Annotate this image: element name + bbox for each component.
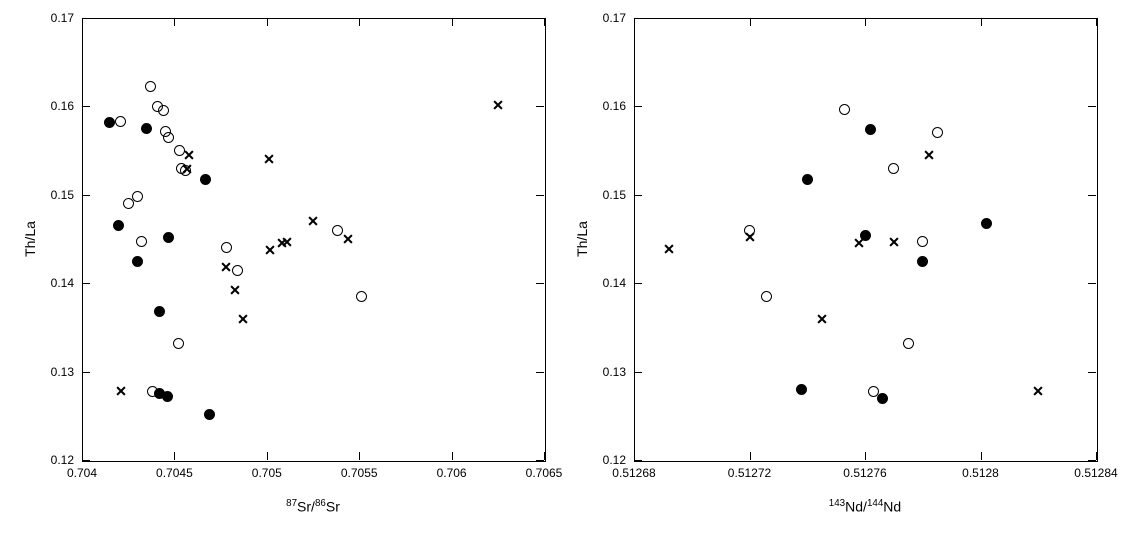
ytick-label: 0.17 xyxy=(603,11,626,25)
xtick-top xyxy=(634,18,635,26)
ytick-label: 0.15 xyxy=(603,188,626,202)
marker-filled-circle xyxy=(877,393,888,404)
marker-open-circle xyxy=(839,104,850,115)
xtick xyxy=(865,452,866,460)
ytick xyxy=(634,18,642,19)
xtick-top xyxy=(1096,18,1097,26)
marker-cross xyxy=(888,236,899,247)
ytick-label: 0.13 xyxy=(603,365,626,379)
marker-cross xyxy=(854,237,865,248)
ytick-right xyxy=(1088,195,1096,196)
marker-filled-circle xyxy=(802,174,813,185)
marker-filled-circle xyxy=(796,384,807,395)
marker-open-circle xyxy=(903,338,914,349)
xtick-top xyxy=(981,18,982,26)
ytick-right xyxy=(1088,283,1096,284)
xtick-label: 0.51284 xyxy=(1074,466,1117,480)
xtick-top xyxy=(750,18,751,26)
ytick xyxy=(634,195,642,196)
marker-cross xyxy=(923,150,934,161)
ytick-right xyxy=(1088,18,1096,19)
xtick-top xyxy=(865,18,866,26)
marker-cross xyxy=(816,313,827,324)
marker-cross xyxy=(744,232,755,243)
xlabel: 143Nd/144Nd xyxy=(829,498,901,515)
xtick xyxy=(981,452,982,460)
ytick xyxy=(634,460,642,461)
xtick-label: 0.51276 xyxy=(843,466,886,480)
ytick xyxy=(634,106,642,107)
ytick-label: 0.16 xyxy=(603,99,626,113)
chart-panel-right: 0.512680.512720.512760.51280.512840.120.… xyxy=(0,0,1129,543)
ylabel: Th/La xyxy=(574,221,590,257)
ytick xyxy=(634,372,642,373)
xtick xyxy=(634,452,635,460)
xtick-label: 0.51272 xyxy=(728,466,771,480)
xtick xyxy=(750,452,751,460)
marker-cross xyxy=(663,243,674,254)
xtick-label: 0.5128 xyxy=(962,466,999,480)
ytick-label: 0.14 xyxy=(603,276,626,290)
xtick-label: 0.51268 xyxy=(612,466,655,480)
ytick-label: 0.12 xyxy=(603,453,626,467)
marker-cross xyxy=(1033,386,1044,397)
ytick-right xyxy=(1088,372,1096,373)
ytick-right xyxy=(1088,106,1096,107)
root: 0.7040.70450.7050.70550.7060.70650.120.1… xyxy=(0,0,1129,543)
marker-open-circle xyxy=(932,127,943,138)
marker-filled-circle xyxy=(917,256,928,267)
xtick xyxy=(1096,452,1097,460)
marker-open-circle xyxy=(868,386,879,397)
ytick xyxy=(634,283,642,284)
ytick-right xyxy=(1088,460,1096,461)
